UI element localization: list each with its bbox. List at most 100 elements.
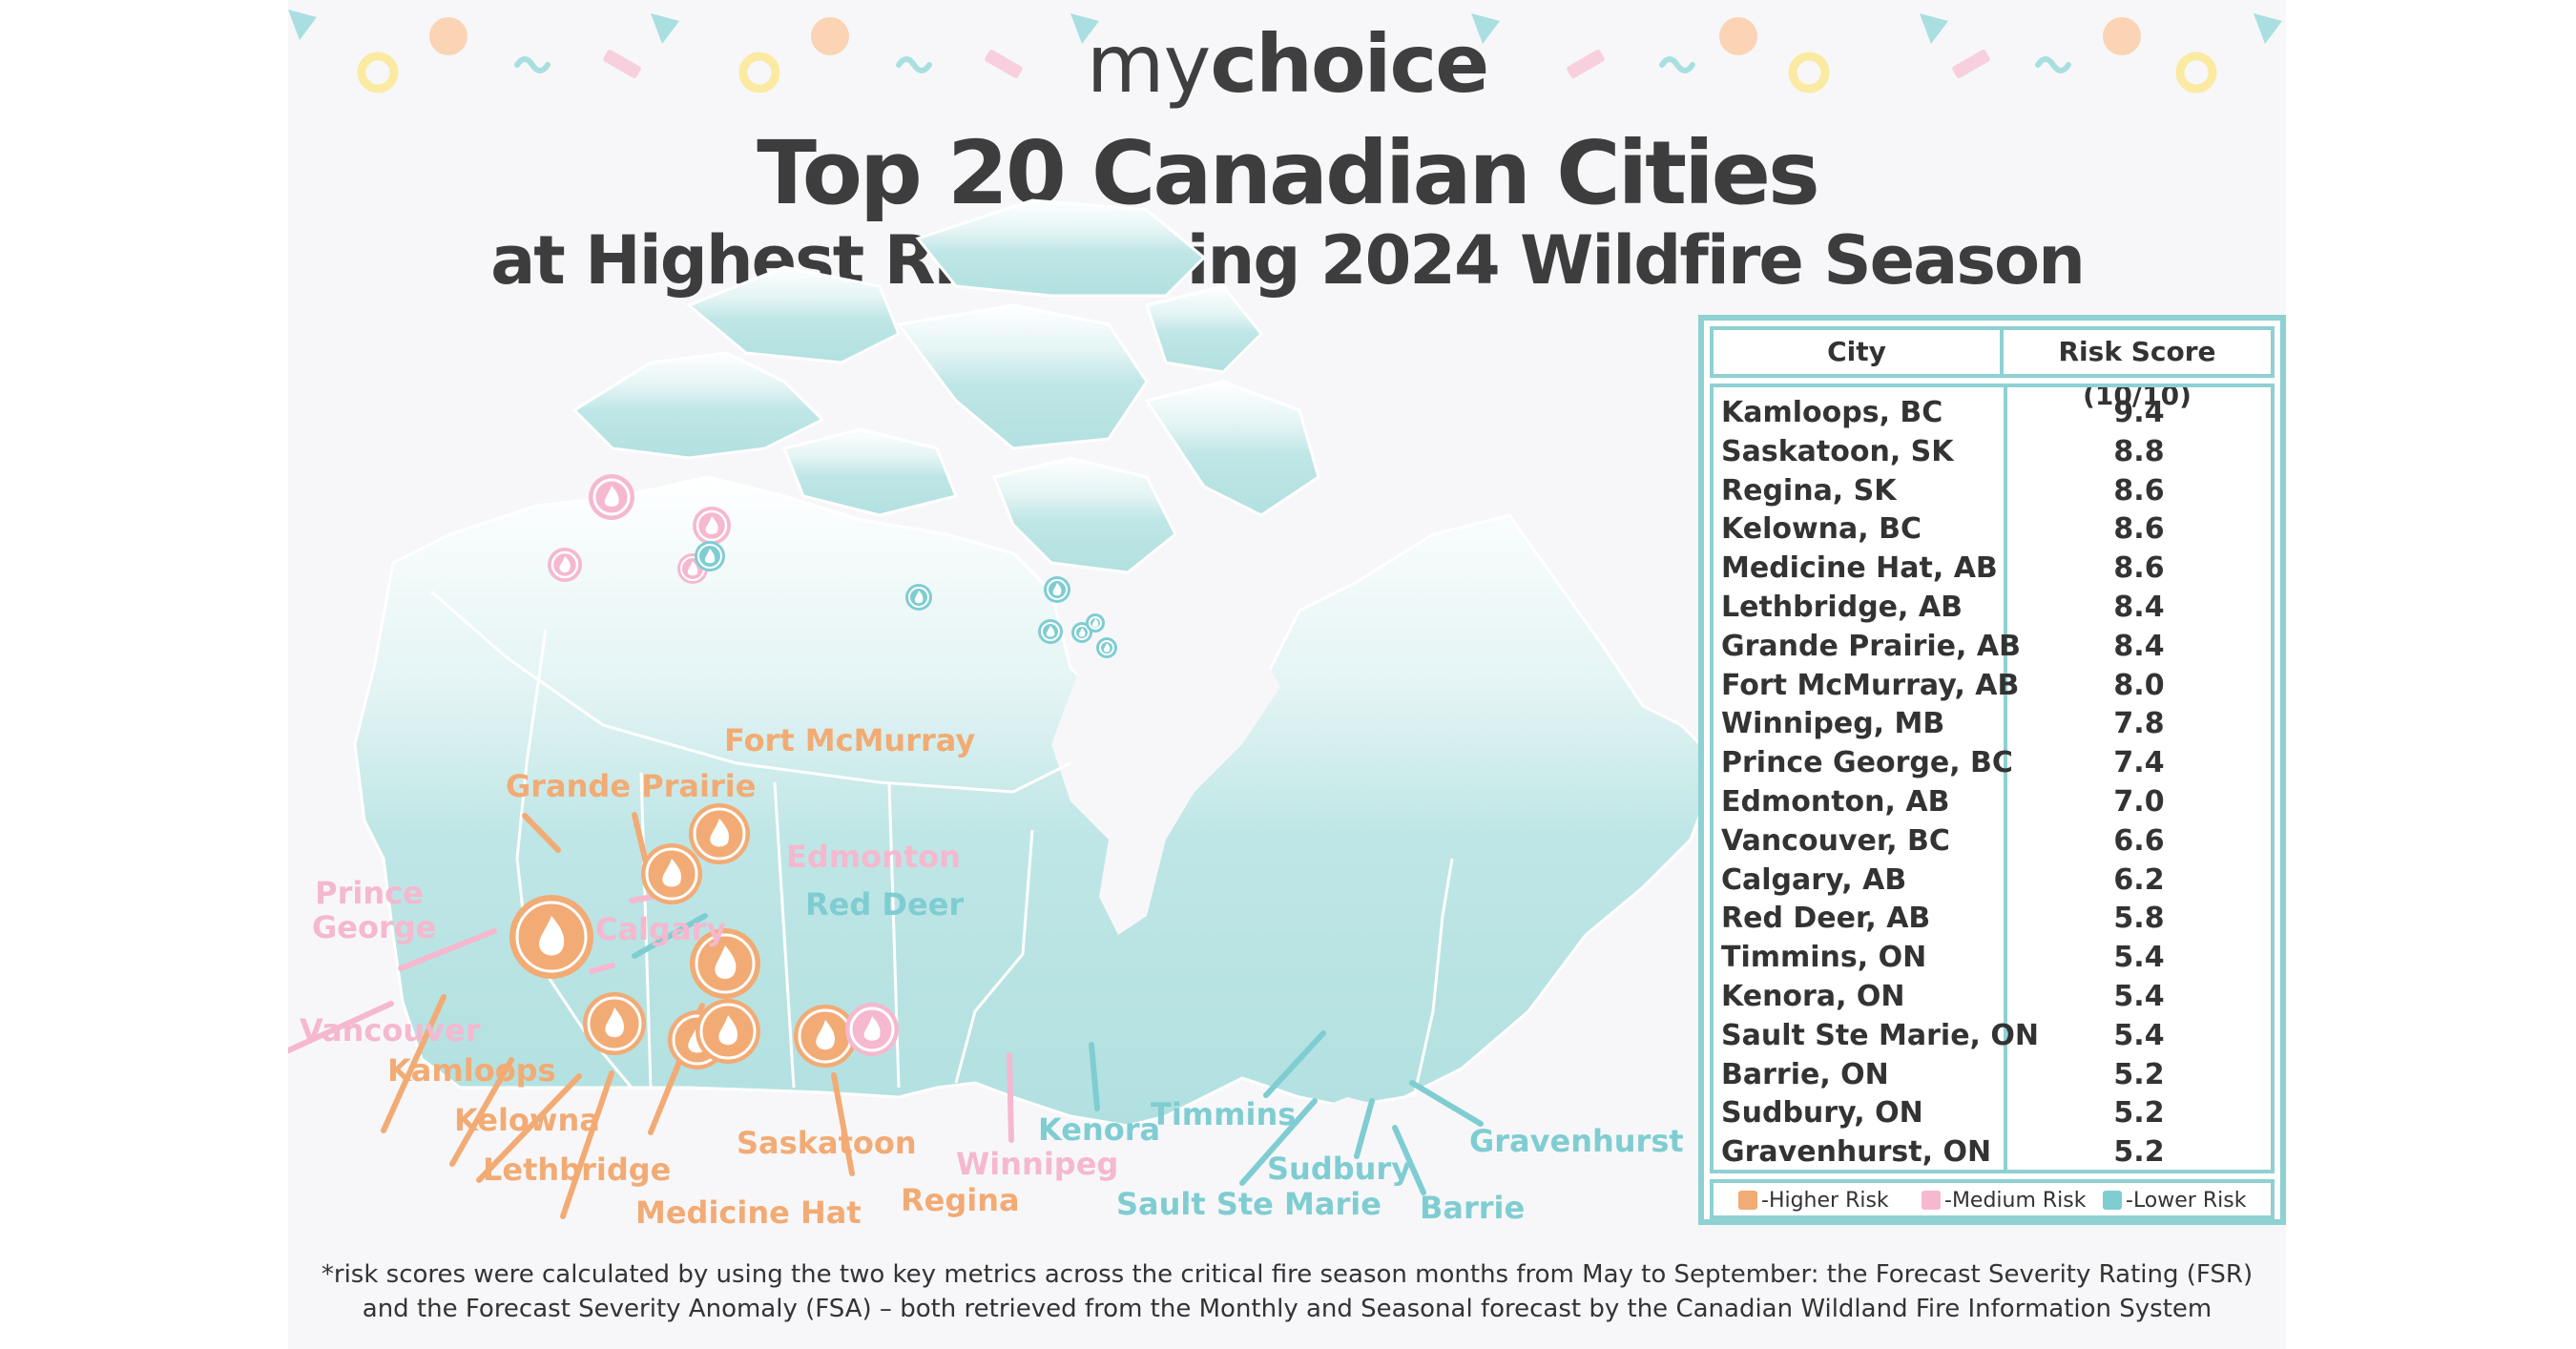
legend-swatch-lower [2103, 1191, 2122, 1210]
leader-line-sudbury [1354, 1098, 1375, 1159]
cell-city: Kenora, ON [1721, 980, 1905, 1013]
column-divider [2004, 387, 2007, 1170]
table-row: Calgary, AB 6.2 [1714, 861, 2271, 900]
cell-score: 5.4 [2113, 941, 2165, 975]
legend-swatch-higher [1738, 1191, 1757, 1210]
page-title: Top 20 Canadian Cities [757, 122, 1820, 224]
flame-icon [1078, 628, 1086, 637]
marker-saskatoon [690, 928, 760, 999]
marker-kenora [905, 584, 932, 611]
cell-city: Calgary, AB [1721, 862, 1907, 897]
cell-score: 8.0 [2113, 668, 2165, 702]
label-medicine-hat: Medicine Hat [635, 1194, 862, 1231]
legend-swatch-medium [1922, 1191, 1941, 1210]
table-row: Saskatoon, SK 8.8 [1714, 432, 2271, 471]
cell-city: Lethbridge, AB [1721, 591, 1963, 624]
cell-score: 5.4 [2113, 980, 2165, 1013]
cell-city: Edmonton, AB [1721, 785, 1950, 819]
table-body: Kamloops, BC 9.4 Saskatoon, SK 8.8 Regina, S… [1710, 384, 2275, 1173]
label-saskatoon: Saskatoon [737, 1125, 917, 1161]
cell-score: 5.2 [2113, 1135, 2165, 1170]
flame-icon [710, 819, 729, 847]
table-row: Vancouver, BC 6.6 [1714, 821, 2271, 861]
legend: -Higher Risk -Medium Risk -Lower Risk [1710, 1179, 2275, 1219]
canada-landmass [353, 198, 1721, 1128]
label-fort-mcmurray: Fort McMurray [724, 722, 976, 758]
cell-score: 9.4 [2113, 396, 2165, 429]
risk-score-table: City Risk Score (10/10) Kamloops, BC 9.4 S… [1698, 315, 2286, 1225]
label-calgary: Calgary [595, 911, 727, 947]
label-red-deer: Red Deer [805, 886, 965, 923]
footnote: *risk scores were calculated by using th… [288, 1257, 2286, 1326]
leader-line-red-deer [632, 913, 708, 959]
table-row: Medicine Hat, AB 8.6 [1714, 549, 2271, 588]
legend-higher: -Higher Risk [1738, 1189, 1889, 1214]
label-sudbury: Sudbury [1267, 1151, 1412, 1187]
cell-city: Kamloops, BC [1721, 396, 1943, 429]
flame-icon [687, 561, 698, 576]
infographic-card: mychoice Top 20 Canadian Cities at Highe… [288, 0, 2286, 1349]
label-kelowna: Kelowna [454, 1102, 600, 1138]
table-row: Winnipeg, MB 7.8 [1714, 704, 2271, 743]
table-row: Grande Prairie, AB 8.4 [1714, 627, 2271, 666]
marker-medicine-hat [696, 999, 760, 1064]
legend-lower: -Lower Risk [2103, 1189, 2246, 1214]
leader-line-gravenhurst [1409, 1080, 1484, 1127]
label-grande-prairie: Grande Prairie [506, 768, 757, 804]
flame-icon [1046, 626, 1055, 637]
label-regina: Regina [901, 1182, 1020, 1218]
cell-score: 7.0 [2113, 785, 2165, 819]
flame-icon [605, 1007, 624, 1038]
label-gravenhurst: Gravenhurst [1469, 1123, 1684, 1159]
flame-icon [539, 916, 565, 956]
marker-red-deer [695, 541, 725, 571]
confetti-decoration [288, 10, 2282, 93]
label-prince-george-line1: Prince [315, 875, 424, 911]
legend-medium: -Medium Risk [1922, 1189, 2087, 1214]
table-row: Regina, SK 8.6 [1714, 471, 2271, 510]
cell-score: 8.8 [2113, 434, 2165, 468]
flame-icon [715, 945, 737, 979]
leader-line-lethbridge [476, 1073, 582, 1183]
table-row: Red Deer, AB 5.8 [1714, 899, 2271, 938]
marker-sault-ste-marie [1038, 619, 1063, 644]
cell-score: 5.4 [2113, 1018, 2165, 1052]
cell-score: 5.2 [2113, 1057, 2165, 1091]
label-prince-george: Prince George [312, 875, 437, 945]
label-kamloops: Kamloops [387, 1052, 556, 1089]
flame-icon [559, 556, 571, 572]
leader-line-kelowna [449, 1057, 514, 1167]
cell-score: 5.2 [2113, 1096, 2165, 1131]
label-vancouver: Vancouver [300, 1012, 481, 1048]
marker-fort-mcmurray [689, 803, 750, 864]
footnote-line-1: *risk scores were calculated by using th… [321, 1260, 2254, 1289]
table-row: Lethbridge, AB 8.4 [1714, 588, 2271, 627]
table-row: Barrie, ON 5.2 [1714, 1055, 2271, 1094]
cell-city: Winnipeg, MB [1721, 707, 1945, 741]
brand-logo: mychoice [1086, 17, 1489, 111]
table-row: Prince George, BC 7.4 [1714, 743, 2271, 782]
cell-city: Red Deer, AB [1721, 902, 1931, 936]
marker-timmins [1044, 576, 1070, 603]
leader-line-medicine-hat [560, 1070, 614, 1219]
cell-city: Regina, SK [1721, 473, 1897, 508]
label-sault-ste-marie: Sault Ste Marie [1116, 1186, 1381, 1222]
city-markers [509, 474, 1117, 1069]
marker-regina [794, 1005, 857, 1068]
cell-score: 6.6 [2113, 823, 2165, 858]
cell-city: Sudbury, ON [1721, 1096, 1923, 1131]
cell-score: 7.4 [2113, 746, 2165, 780]
label-prince-george-line2: George [312, 909, 437, 945]
label-barrie: Barrie [1420, 1190, 1526, 1226]
leader-line-kenora [1089, 1042, 1100, 1111]
cell-city: Sault Ste Marie, ON [1721, 1018, 2039, 1052]
marker-gravenhurst [1086, 613, 1105, 633]
flame-icon [1103, 643, 1111, 653]
marker-edmonton [693, 507, 731, 545]
cell-score: 6.2 [2113, 862, 2165, 897]
leader-line-barrie [1392, 1125, 1426, 1195]
marker-grande-prairie [641, 843, 702, 904]
table-header: City Risk Score (10/10) [1710, 326, 2275, 411]
footnote-line-2: and the Forecast Severity Anomaly (FSA) … [362, 1295, 2212, 1323]
leader-line-prince-george [398, 928, 497, 971]
